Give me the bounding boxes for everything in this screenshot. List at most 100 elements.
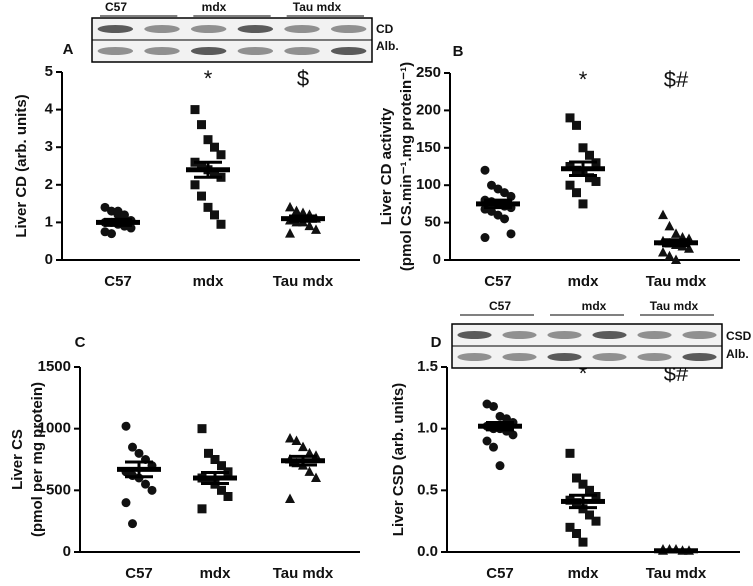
data-point: [506, 229, 516, 239]
y-tick-label: 0: [63, 543, 71, 560]
significance-mark: *: [579, 361, 588, 386]
x-tick-label: Tau mdx: [273, 565, 334, 582]
data-point: [572, 188, 581, 198]
data-point: [578, 479, 588, 489]
data-point: [100, 202, 110, 212]
data-point: [291, 435, 302, 445]
data-point: [107, 206, 116, 216]
data-point: [565, 113, 575, 123]
y-axis-label: Liver CSD (arb. units): [390, 383, 407, 536]
data-point: [500, 214, 509, 224]
significance-mark: *: [204, 66, 213, 91]
blot-band: [190, 47, 227, 55]
data-point: [500, 188, 509, 198]
y-tick-label: 1000: [38, 420, 71, 437]
significance-mark: $: [297, 66, 309, 91]
data-point: [565, 448, 575, 458]
y-tick-label: 250: [416, 64, 441, 81]
data-point: [197, 504, 207, 514]
data-point: [585, 173, 594, 183]
blot-band: [144, 47, 180, 55]
blot-band: [284, 47, 320, 55]
data-point: [489, 442, 498, 452]
panel: C 0 500 1000 1500 Liver CS (pmol per mg protei…: [9, 334, 360, 582]
data-point: [204, 448, 213, 458]
data-point: [572, 120, 581, 130]
x-tick-label: Tau mdx: [646, 273, 707, 290]
blot-band: [144, 25, 180, 33]
data-point: [658, 209, 668, 220]
data-point: [285, 201, 295, 212]
y-tick-label: 500: [46, 481, 71, 498]
data-point: [489, 401, 498, 411]
data-point: [197, 120, 206, 130]
y-tick-label: 1.5: [417, 358, 438, 375]
blot-band: [547, 353, 582, 361]
blot-band: [592, 353, 627, 361]
panel-letter: A: [63, 41, 74, 58]
blot-row-label: Alb.: [376, 39, 399, 53]
data-point: [298, 441, 308, 452]
data-point: [578, 143, 588, 153]
blot-band: [190, 25, 227, 33]
data-point: [482, 436, 492, 446]
significance-mark: $#: [664, 67, 689, 92]
data-point: [141, 479, 150, 489]
blot-band: [330, 25, 367, 33]
blot-row-label: CSD: [726, 329, 752, 343]
data-point: [147, 485, 157, 495]
data-point: [671, 228, 681, 238]
blot-band: [592, 331, 627, 339]
data-point: [578, 199, 588, 209]
x-tick-label: mdx: [568, 565, 600, 582]
y-axis-label: Liver CS: [9, 429, 26, 490]
data-point: [128, 519, 137, 529]
panel: A 0 1 2 3 4 5 Liver CD (arb. units) C57 mdx * Tau m…: [13, 0, 399, 290]
data-point: [197, 191, 206, 201]
blot-band: [97, 25, 134, 33]
data-point: [210, 142, 219, 152]
panel: D 0.0 0.5 1.0 1.5 Liver CSD (arb. units) C57 md…: [390, 299, 752, 582]
blot-band: [502, 353, 537, 361]
data-point: [217, 485, 226, 495]
data-point: [120, 210, 129, 220]
blot-lane-label: mdx: [202, 0, 227, 14]
y-tick-label: 0.5: [417, 481, 438, 498]
data-point: [311, 472, 321, 482]
data-point: [591, 176, 601, 186]
y-axis-label: (pmol CS.min⁻¹.mg protein⁻¹): [398, 62, 415, 271]
blot-band: [97, 47, 134, 55]
y-tick-label: 50: [424, 214, 441, 231]
data-point: [578, 537, 588, 547]
data-point: [285, 228, 295, 238]
data-point: [197, 161, 206, 171]
blot-band: [284, 25, 320, 33]
x-tick-label: C57: [104, 273, 132, 290]
y-axis-label: Liver CD activity: [378, 107, 395, 225]
data-point: [684, 243, 694, 253]
data-point: [658, 247, 668, 257]
data-point: [190, 105, 200, 115]
panel-letter: D: [431, 334, 442, 351]
x-tick-label: mdx: [200, 565, 232, 582]
data-point: [585, 485, 594, 495]
data-point: [480, 165, 490, 175]
significance-mark: *: [579, 67, 588, 92]
blot-lane-label: C57: [489, 299, 511, 313]
blot-band: [682, 331, 717, 339]
blot-band: [547, 331, 582, 339]
x-tick-label: mdx: [193, 273, 225, 290]
data-point: [217, 461, 226, 471]
y-tick-label: 200: [416, 101, 441, 118]
y-tick-label: 3: [45, 138, 53, 155]
blot-band: [682, 353, 717, 361]
data-point: [134, 448, 144, 458]
data-point: [121, 421, 131, 431]
x-tick-label: C57: [125, 565, 153, 582]
data-point: [121, 498, 131, 508]
data-point: [203, 135, 213, 145]
blot-band: [502, 331, 537, 339]
y-tick-label: 1.0: [417, 420, 438, 437]
blot-band: [637, 331, 672, 339]
